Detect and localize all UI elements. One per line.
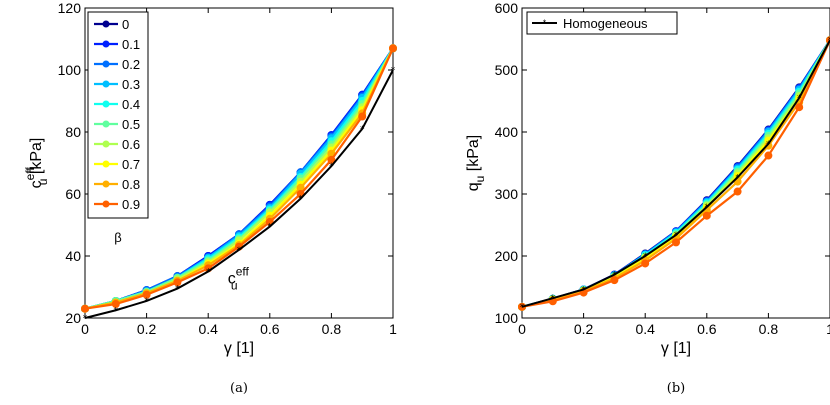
x-tick-label: 0.8 bbox=[322, 321, 342, 337]
data-point bbox=[764, 151, 773, 160]
x-tick-label: 1 bbox=[826, 321, 830, 337]
legend-marker bbox=[102, 160, 110, 168]
data-point bbox=[173, 278, 182, 287]
data-point: * bbox=[674, 231, 679, 241]
data-point: * bbox=[329, 162, 334, 172]
data-point bbox=[142, 290, 151, 299]
data-point bbox=[702, 211, 711, 220]
data-point: * bbox=[268, 223, 273, 233]
legend-marker bbox=[102, 200, 110, 208]
x-tick-label: 0.4 bbox=[635, 321, 655, 337]
legend-label: 0 bbox=[122, 17, 129, 32]
data-point bbox=[389, 44, 397, 53]
data-point: * bbox=[551, 294, 556, 304]
legend-label: 0.5 bbox=[122, 117, 140, 132]
x-tick-label: 0.6 bbox=[697, 321, 717, 337]
legend-label: 0.9 bbox=[122, 197, 140, 212]
data-point bbox=[610, 276, 619, 285]
y-tick-label: 20 bbox=[65, 310, 81, 326]
series-line bbox=[84, 69, 394, 319]
y-tick-label: 600 bbox=[495, 0, 519, 16]
legend-marker bbox=[102, 100, 110, 108]
data-point bbox=[358, 112, 367, 121]
data-point: * bbox=[391, 66, 396, 76]
legend-marker bbox=[102, 180, 110, 188]
x-tick-label: 0 bbox=[518, 321, 526, 337]
legend-marker bbox=[102, 40, 110, 48]
legend-label: 0.8 bbox=[122, 177, 140, 192]
y-tick-label: 40 bbox=[65, 248, 81, 264]
chart-b: 0 0.2 0.4 0.6 0.8 1 100 200 300 400 500 600 γ [1] qu … bbox=[465, 0, 830, 396]
data-point bbox=[733, 187, 742, 196]
data-point: * bbox=[144, 297, 149, 307]
x-tick-label: 0.4 bbox=[198, 321, 218, 337]
data-point: * bbox=[766, 140, 771, 150]
y-axis-label: ceffu [kPa] bbox=[23, 138, 50, 189]
data-point: * bbox=[360, 125, 365, 135]
data-point: * bbox=[83, 314, 88, 324]
x-tick-label: 0 bbox=[81, 321, 89, 337]
panel-label: (b) bbox=[667, 381, 685, 396]
y-tick-label: 500 bbox=[495, 62, 519, 78]
legend-marker bbox=[102, 120, 110, 128]
y-tick-label: 100 bbox=[495, 310, 519, 326]
legend-marker bbox=[102, 80, 110, 88]
legend-label: Homogeneous bbox=[563, 16, 648, 31]
legend-marker: * bbox=[543, 18, 547, 28]
annotation-label: ceff u bbox=[228, 264, 250, 292]
y-tick-label: 400 bbox=[495, 124, 519, 140]
data-point: * bbox=[735, 173, 740, 183]
y-tick-label: 120 bbox=[58, 0, 82, 16]
x-tick-label: 0.6 bbox=[260, 321, 280, 337]
legend-box bbox=[526, 11, 678, 35]
data-point bbox=[795, 103, 804, 112]
data-point: * bbox=[175, 285, 180, 295]
x-tick-label: 0.2 bbox=[574, 321, 594, 337]
legend-marker bbox=[102, 60, 110, 68]
data-point: * bbox=[705, 203, 710, 213]
data-point bbox=[327, 155, 336, 164]
x-tick-label: 1 bbox=[389, 321, 397, 337]
y-tick-label: 200 bbox=[495, 248, 519, 264]
panel-label: (a) bbox=[230, 381, 248, 396]
y-tick-label: 80 bbox=[65, 124, 81, 140]
x-axis-label: γ [1] bbox=[661, 340, 691, 357]
data-point bbox=[641, 259, 650, 268]
series-line bbox=[521, 39, 830, 308]
data-point bbox=[81, 304, 89, 313]
legend-label: 0.1 bbox=[122, 37, 140, 52]
legend-label: 0.7 bbox=[122, 157, 140, 172]
legend-marker bbox=[102, 20, 110, 28]
legend-label: 0.6 bbox=[122, 137, 140, 152]
legend-title: β bbox=[114, 230, 121, 245]
legend-label: 0.3 bbox=[122, 77, 140, 92]
y-tick-label: 300 bbox=[495, 186, 519, 202]
data-point: * bbox=[298, 195, 303, 205]
data-point bbox=[111, 300, 120, 309]
y-tick-label: 60 bbox=[65, 186, 81, 202]
legend-label: 0.2 bbox=[122, 57, 140, 72]
data-point: * bbox=[643, 252, 648, 262]
data-point: * bbox=[206, 268, 211, 278]
x-tick-label: 0.2 bbox=[137, 321, 157, 337]
y-axis-label: qu [kPa] bbox=[465, 135, 487, 192]
x-axis-label: γ [1] bbox=[224, 340, 254, 357]
legend-label: 0.4 bbox=[122, 97, 140, 112]
data-point: * bbox=[612, 271, 617, 281]
data-point: * bbox=[797, 94, 802, 104]
data-point: * bbox=[237, 246, 242, 256]
data-point: * bbox=[828, 36, 830, 46]
y-tick-label: 100 bbox=[58, 62, 82, 78]
x-tick-label: 0.8 bbox=[759, 321, 779, 337]
plot-area bbox=[521, 7, 830, 319]
data-point: * bbox=[114, 306, 119, 316]
data-point: * bbox=[581, 285, 586, 295]
data-point: * bbox=[520, 303, 525, 313]
legend-marker bbox=[102, 140, 110, 148]
data-point bbox=[672, 238, 680, 247]
